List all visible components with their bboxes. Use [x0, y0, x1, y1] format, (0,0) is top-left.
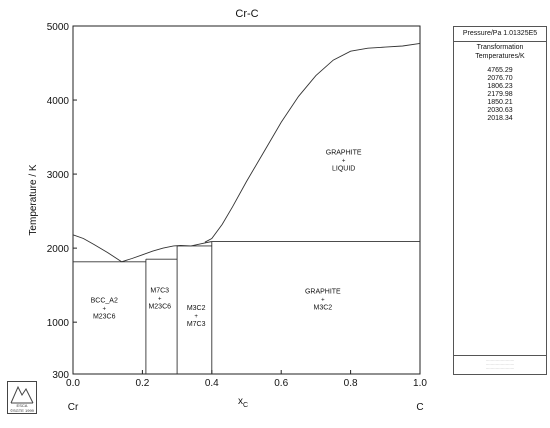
y-axis-label: Temperature / K [28, 164, 39, 235]
region-label-text: + [194, 314, 198, 320]
region-label-text: + [158, 297, 162, 303]
thermocalc-logo: ESCA ©SGTE 1999 [7, 381, 37, 414]
region-label: M7C3 +M23C6 [148, 288, 171, 311]
phase-boundary-line-3 [204, 42, 421, 243]
phase-boundary-line-1 [72, 234, 122, 263]
x-axis-label-main: x [238, 396, 243, 407]
plot-frame [72, 25, 421, 375]
y-tick-label: 2000 [47, 244, 70, 255]
panel-subtitle: Transformation Temperatures/K [454, 43, 546, 61]
transformation-values: 4765.29 2076.70 1806.23 2179.98 1850.21 … [454, 67, 546, 123]
region-label-text: + [102, 306, 106, 312]
panel-footer: .................................. .....… [454, 355, 546, 374]
region-label-text: M7C3 [187, 321, 206, 328]
region-label-text: LIQUID [332, 165, 355, 172]
transformation-value: 2030.63 [487, 107, 513, 114]
logo-text: ESCA [16, 403, 28, 408]
x-tick-label: 1.0 [413, 378, 427, 389]
x-tick-label: 0.4 [205, 378, 219, 389]
x-end-label-left: Cr [68, 402, 79, 413]
logo-subtext: ©SGTE 1999 [10, 408, 34, 413]
panel-subtitle-line1: Transformation [476, 44, 524, 51]
x-axis: 0.0 0.2 0.4 0.6 0.8 1.0 [66, 370, 427, 389]
region-label-text: M23C6 [93, 313, 116, 320]
panel-subtitle-line2: Temperatures/K [475, 53, 525, 60]
y-tick-label: 4000 [47, 96, 70, 107]
region-label: GRAPHITE +M3C2 [305, 288, 341, 311]
transformation-panel: Pressure/Pa 1.01325E5 Transformation Tem… [453, 26, 547, 375]
logo-mark-icon [10, 385, 34, 404]
region-label-text: + [321, 297, 325, 303]
phase-boundary-line-2 [121, 241, 212, 263]
region-label-text: + [342, 158, 346, 164]
region-label-text: M3C2 [313, 304, 332, 311]
x-end-label-right: C [416, 402, 423, 413]
transformation-value: 4765.29 [487, 67, 513, 74]
y-tick-label: 3000 [47, 170, 70, 181]
region-label-text: BCC_A2 [91, 297, 118, 304]
region-label: BCC_A2 +M23C6 [91, 297, 118, 320]
y-axis: 300 1000 2000 3000 4000 5000 [47, 22, 77, 381]
x-tick-label: 0.0 [66, 378, 80, 389]
region-label: GRAPHITE +LIQUID [326, 149, 362, 172]
transformation-value: 1806.23 [487, 83, 513, 90]
y-tick-label: 5000 [47, 22, 70, 33]
series-layer [72, 42, 421, 374]
transformation-value: 1850.21 [487, 99, 513, 106]
pressure-header: Pressure/Pa 1.01325E5 [454, 27, 546, 42]
x-tick-label: 0.8 [344, 378, 358, 389]
x-axis-label-sub: C [243, 402, 248, 409]
x-tick-label: 0.6 [274, 378, 288, 389]
transformation-value: 2018.34 [487, 115, 513, 122]
region-label-text: M23C6 [148, 304, 171, 311]
region-label: M3C2 +M7C3 [187, 305, 206, 328]
transformation-value: 2179.98 [487, 91, 513, 98]
region-label-text: M3C2 [187, 305, 206, 312]
x-axis-label: xC [238, 396, 248, 409]
chart-title: Cr-C [235, 8, 258, 20]
region-label-text: M7C3 [150, 288, 169, 295]
region-label-text: GRAPHITE [305, 288, 341, 295]
x-tick-label: 0.2 [135, 378, 149, 389]
y-tick-label: 1000 [47, 318, 70, 329]
y-tick-label: 300 [52, 370, 69, 381]
region-label-text: GRAPHITE [326, 149, 362, 156]
transformation-value: 2076.70 [487, 75, 513, 82]
